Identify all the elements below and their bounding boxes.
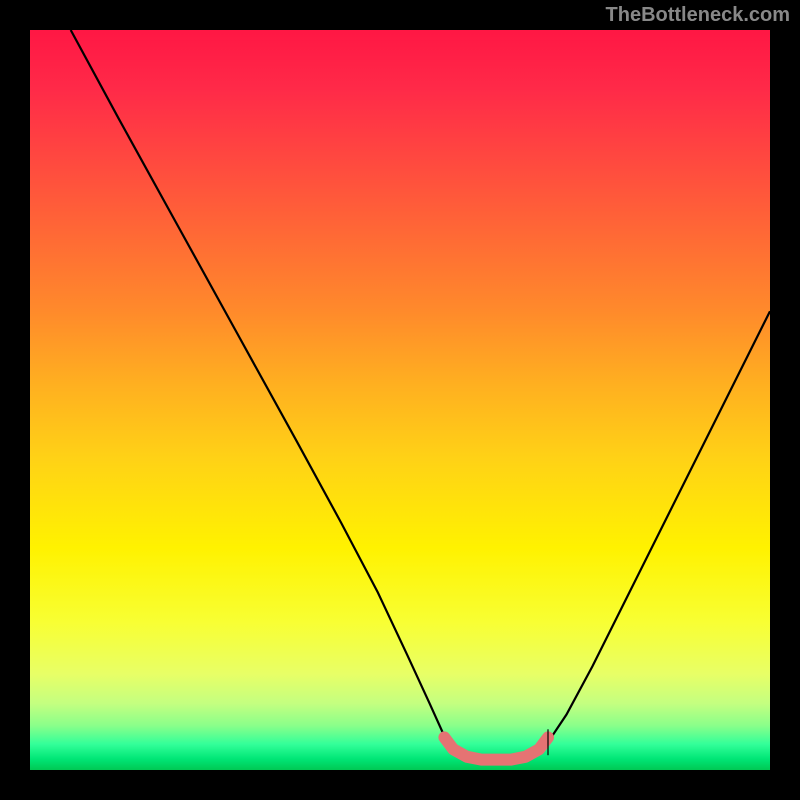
chart-svg	[0, 0, 800, 800]
watermark-text: TheBottleneck.com	[606, 4, 790, 27]
plot-gradient-bg	[30, 30, 770, 770]
bottleneck-chart: TheBottleneck.com	[0, 0, 800, 800]
